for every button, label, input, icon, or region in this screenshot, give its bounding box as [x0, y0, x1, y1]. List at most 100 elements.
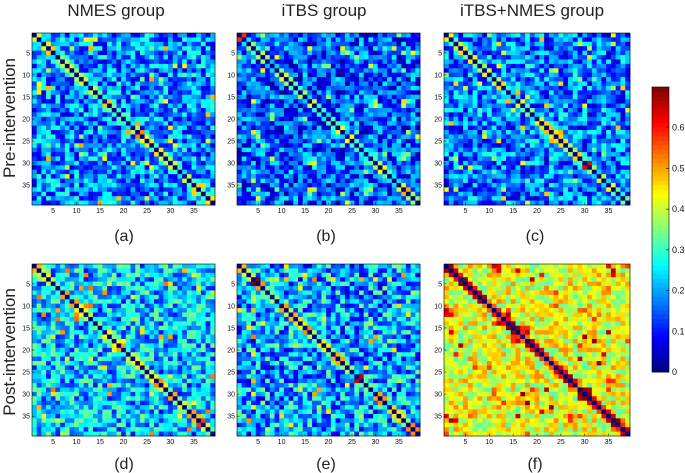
heatmap-cell [293, 99, 299, 104]
heatmap-cell [205, 107, 211, 113]
heatmap-cell [349, 182, 355, 188]
heatmap-cell [41, 125, 47, 131]
heatmap-cell [501, 46, 507, 51]
heatmap-cell [74, 294, 80, 300]
heatmap-cell [321, 90, 327, 96]
heatmap-cell [491, 125, 497, 131]
heatmap-cell [606, 169, 612, 175]
heatmap-cell [491, 156, 497, 162]
heatmap-cell [387, 187, 393, 193]
heatmap-cell [391, 112, 397, 118]
heatmap-cell [548, 37, 555, 43]
heatmap-cell [491, 41, 497, 47]
heatmap-cell [265, 33, 271, 38]
heatmap-cell [312, 116, 318, 122]
heatmap-cell [102, 94, 108, 100]
heatmap-cell [382, 169, 388, 175]
heatmap-cell [210, 191, 216, 197]
heatmap-cell [186, 264, 192, 269]
heatmap-cell [625, 72, 631, 78]
heatmap-cell [121, 169, 127, 175]
heatmap-cell [625, 165, 631, 171]
heatmap-cell [391, 182, 397, 188]
heatmap-cell [463, 169, 469, 175]
heatmap-cell [377, 156, 383, 162]
heatmap-cell [601, 191, 607, 197]
heatmap-cell [553, 156, 559, 162]
heatmap-cell [246, 130, 252, 135]
heatmap-cell [154, 268, 160, 274]
heatmap-cell [260, 46, 266, 51]
heatmap-cell [396, 50, 402, 56]
heatmap-cell [458, 72, 464, 78]
heatmap-cell [591, 174, 597, 179]
heatmap-cell [255, 81, 261, 87]
heatmap-cell [182, 268, 188, 274]
heatmap-cell [453, 200, 459, 206]
heatmap-cell [553, 68, 559, 74]
heatmap-cell [467, 121, 473, 126]
heatmap-cell [200, 59, 206, 65]
heatmap-cell [55, 174, 61, 179]
heatmap-cell [41, 165, 47, 171]
heatmap-cell [326, 178, 332, 184]
heatmap-cell [46, 138, 52, 144]
heatmap-cell [32, 143, 38, 149]
heatmap-cell [191, 272, 197, 278]
heatmap-cell [312, 121, 318, 126]
heatmap-cell [359, 121, 365, 126]
heatmap-cell [50, 196, 56, 201]
heatmap-cell [237, 41, 243, 47]
heatmap-cell [144, 187, 150, 193]
heatmap-cell [200, 99, 206, 104]
heatmap-cell [553, 81, 559, 87]
heatmap-cell [415, 169, 421, 175]
heatmap-cell [601, 160, 607, 166]
heatmap-cell [83, 55, 89, 60]
heatmap-cell [453, 169, 459, 175]
heatmap-cell [444, 160, 450, 166]
heatmap-cell [515, 59, 521, 65]
heatmap-cell [288, 55, 294, 60]
heatmap-cell [200, 68, 206, 74]
heatmap-cell [69, 116, 75, 122]
heatmap-cell [307, 138, 313, 144]
heatmap-cell [591, 191, 597, 197]
heatmap-cell [237, 107, 243, 113]
heatmap-cell [558, 196, 564, 201]
heatmap-cell [477, 169, 483, 175]
heatmap-cell [69, 143, 75, 149]
heatmap-cell [572, 130, 578, 135]
heatmap-cell [237, 90, 243, 96]
heatmap-cell [326, 138, 332, 144]
heatmap-cell [307, 59, 313, 65]
heatmap-cell [283, 121, 289, 126]
heatmap-cell [121, 156, 127, 162]
heatmap-cell [78, 200, 84, 206]
heatmap-cell [149, 200, 155, 206]
heatmap-cell [410, 178, 416, 184]
heatmap-cell [69, 196, 75, 201]
heatmap-cell [36, 134, 42, 140]
heatmap-cell [373, 174, 379, 179]
heatmap-cell [269, 165, 275, 171]
heatmap-cell [241, 116, 247, 122]
heatmap-cell [172, 187, 178, 193]
heatmap-cell [568, 112, 574, 118]
heatmap-cell [149, 165, 155, 171]
heatmap-cell [60, 277, 66, 282]
heatmap-cell [210, 90, 216, 96]
heatmap-cell [368, 55, 374, 60]
heatmap-cell [316, 59, 322, 65]
heatmap-cell [50, 299, 56, 305]
heatmap-cell [548, 152, 555, 157]
heatmap-cell [405, 165, 411, 171]
heatmap-cell [444, 103, 450, 109]
heatmap-cell [387, 174, 393, 179]
heatmap-cell [41, 191, 47, 197]
heatmap-cell [237, 178, 243, 184]
heatmap-cell [149, 187, 155, 193]
heatmap-cell [572, 143, 578, 149]
heatmap-cell [467, 134, 473, 140]
heatmap-cell [64, 143, 70, 149]
